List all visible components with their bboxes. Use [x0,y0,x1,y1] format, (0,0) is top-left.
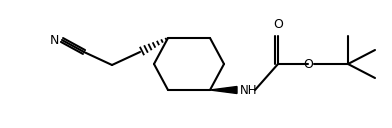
Text: O: O [273,18,283,31]
Polygon shape [210,87,237,93]
Text: O: O [303,57,313,71]
Text: N: N [49,34,59,46]
Text: NH: NH [240,84,258,98]
